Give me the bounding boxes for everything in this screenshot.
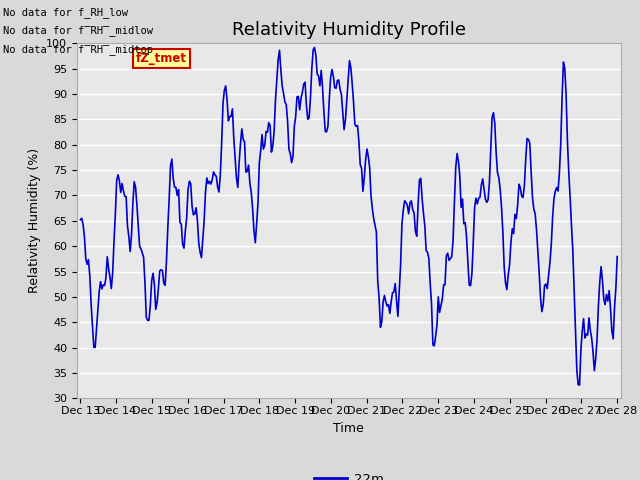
- Title: Relativity Humidity Profile: Relativity Humidity Profile: [232, 21, 466, 39]
- Text: No data for f̅RH̅_midtop: No data for f̅RH̅_midtop: [3, 44, 153, 55]
- Text: No data for f_RH_low: No data for f_RH_low: [3, 7, 128, 18]
- Text: fZ_tmet: fZ_tmet: [136, 52, 187, 65]
- Text: No data for f̅RH̅_midlow: No data for f̅RH̅_midlow: [3, 25, 153, 36]
- Legend: 22m: 22m: [308, 468, 389, 480]
- X-axis label: Time: Time: [333, 421, 364, 434]
- Y-axis label: Relativity Humidity (%): Relativity Humidity (%): [28, 148, 40, 293]
